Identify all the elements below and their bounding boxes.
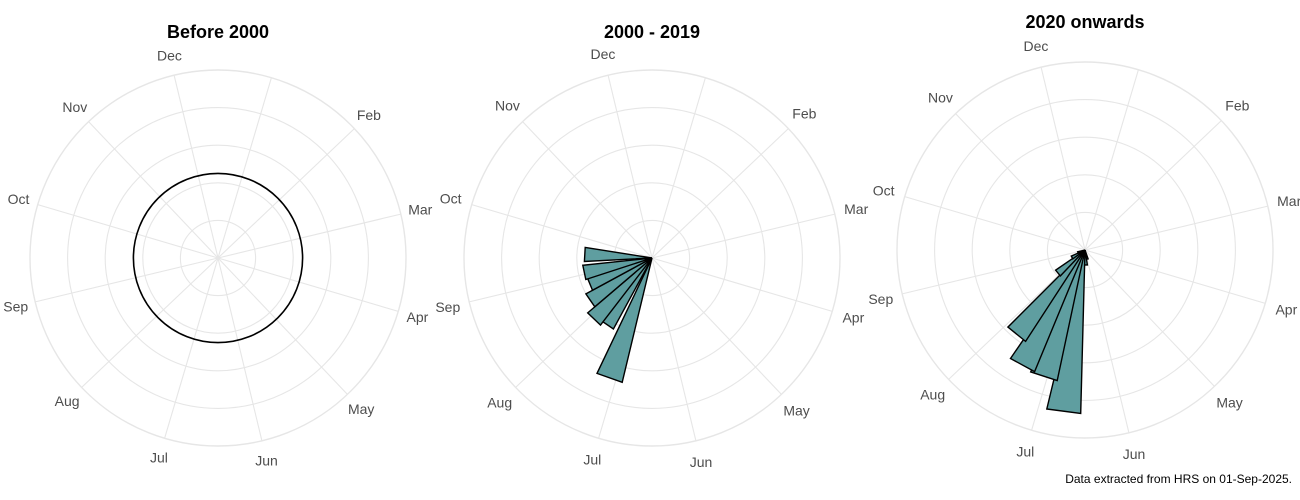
- month-label: May: [1216, 394, 1242, 410]
- grid-ring: [971, 136, 1199, 364]
- month-label: Sep: [435, 299, 460, 315]
- grid-spoke: [217, 257, 263, 441]
- chart-title: 2000 - 2019: [604, 22, 700, 42]
- grid-spoke: [1040, 67, 1086, 251]
- month-label: Feb: [792, 105, 816, 121]
- grid-spoke: [902, 249, 1086, 295]
- grid-spoke: [651, 257, 697, 441]
- bar-wedge: [1076, 249, 1086, 255]
- month-label: Apr: [407, 309, 429, 325]
- grid-ring: [576, 182, 728, 334]
- month-label: Aug: [920, 387, 945, 403]
- grid-ring: [934, 99, 1236, 401]
- grid-spoke: [651, 257, 833, 312]
- month-label: Jun: [690, 454, 713, 470]
- bar-wedge: [596, 257, 653, 384]
- month-label: Jul: [150, 449, 168, 465]
- empty-data-circle: [132, 172, 304, 344]
- month-label: Mar: [408, 201, 432, 217]
- grid-ring: [104, 144, 332, 372]
- month-label: Nov: [928, 90, 953, 106]
- grid-spoke: [471, 204, 653, 259]
- grid-spoke: [217, 128, 355, 259]
- grid-ring: [142, 182, 294, 334]
- grid-spoke: [651, 77, 706, 259]
- grid-ring: [1009, 174, 1161, 326]
- grid-spoke: [217, 213, 401, 259]
- month-label: Jun: [255, 452, 278, 468]
- month-label: Apr: [1275, 302, 1297, 318]
- month-label: Nov: [495, 98, 520, 114]
- grid-spoke: [81, 257, 219, 388]
- month-label: Sep: [3, 299, 28, 315]
- month-label: Sep: [868, 291, 893, 307]
- chart-title: Before 2000: [167, 22, 269, 42]
- grid-spoke: [217, 257, 348, 395]
- grid-spoke: [88, 121, 219, 259]
- month-label: Oct: [8, 191, 30, 207]
- month-label: Aug: [55, 393, 80, 409]
- grid-spoke: [1084, 249, 1266, 304]
- grid-spoke: [1084, 249, 1130, 433]
- grid-spoke: [37, 204, 219, 259]
- bar-wedge: [1006, 249, 1086, 343]
- month-label: May: [783, 402, 809, 418]
- grid-ring: [29, 69, 407, 447]
- polar-chart-3: 2020 onwards Dec Feb Mar Apr May Jun Jul Aug Sep O…: [868, 12, 1300, 462]
- grid-ring: [896, 61, 1274, 439]
- polar-chart-1: Before 2000 Dec Feb Mar Apr May Jun Jul Aug Sep Oc…: [3, 22, 432, 468]
- grid-spoke: [522, 121, 653, 259]
- grid-ring: [179, 219, 257, 297]
- grid-spoke: [1084, 69, 1139, 251]
- grid-spoke: [607, 75, 653, 259]
- month-label: Oct: [873, 182, 895, 198]
- grid-spoke: [217, 77, 272, 259]
- month-label: Nov: [62, 99, 87, 115]
- bar-wedge: [583, 246, 653, 263]
- chart-title: 2020 onwards: [1025, 12, 1144, 32]
- grid-ring: [1046, 211, 1124, 289]
- grid-spoke: [955, 113, 1086, 251]
- month-label: Jul: [583, 451, 601, 467]
- grid-spoke: [1084, 205, 1268, 251]
- grid-spoke: [1084, 249, 1215, 387]
- grid-ring: [463, 69, 841, 447]
- bar-wedge: [1054, 249, 1086, 277]
- polar-chart-2: 2000 - 2019 Dec Feb Mar Apr May Jun Jul Aug Sep Oc…: [435, 22, 868, 470]
- grid-spoke: [35, 257, 219, 303]
- grid-spoke: [651, 257, 782, 395]
- grid-spoke: [651, 213, 835, 259]
- grid-spoke: [217, 257, 399, 312]
- month-label: Dec: [1024, 38, 1049, 54]
- grid-spoke: [173, 75, 219, 259]
- month-label: Aug: [487, 395, 512, 411]
- month-label: Dec: [157, 48, 182, 64]
- month-label: Oct: [440, 190, 462, 206]
- month-label: Feb: [357, 107, 381, 123]
- month-label: Mar: [844, 201, 868, 217]
- data-source-caption: Data extracted from HRS on 01-Sep-2025.: [1065, 472, 1292, 486]
- month-label: Dec: [591, 46, 616, 62]
- grid-spoke: [651, 128, 789, 259]
- month-label: Jul: [1016, 443, 1034, 459]
- grid-spoke: [904, 196, 1086, 251]
- month-label: Feb: [1225, 97, 1249, 113]
- grid-ring: [501, 107, 803, 409]
- month-label: Jun: [1123, 446, 1146, 462]
- grid-ring: [538, 144, 766, 372]
- month-label: Apr: [842, 310, 864, 326]
- bar-wedge: [581, 257, 653, 281]
- month-label: May: [348, 401, 374, 417]
- grid-ring: [67, 107, 369, 409]
- month-label: Mar: [1277, 193, 1300, 209]
- grid-spoke: [1084, 120, 1222, 251]
- grid-spoke: [164, 257, 219, 439]
